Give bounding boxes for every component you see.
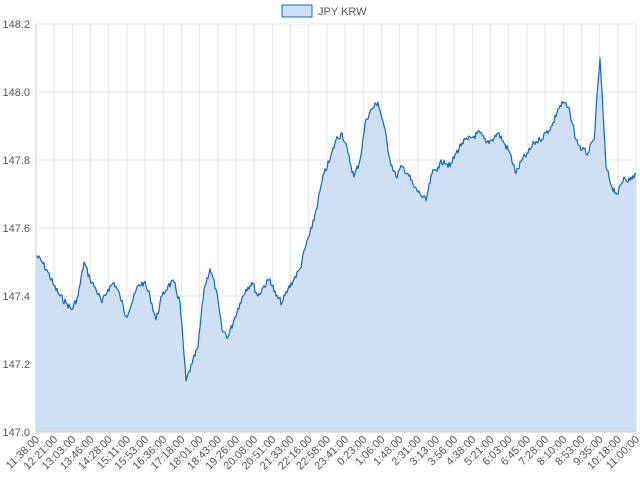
- series-line-group: [35, 57, 636, 382]
- y-tick-label: 148.2: [2, 19, 30, 31]
- y-tick-label: 147.0: [2, 427, 30, 439]
- y-tick-label: 148.0: [2, 87, 30, 99]
- series-area: [36, 58, 636, 432]
- y-tick-label: 147.4: [2, 291, 30, 303]
- legend[interactable]: JPY KRW: [281, 4, 367, 18]
- y-tick-label: 147.8: [2, 155, 30, 167]
- x-axis: 11:38:0012:21:0013:03:0013:46:0014:28:00…: [4, 431, 640, 472]
- legend-swatch: [281, 4, 313, 18]
- series-line: [35, 57, 636, 382]
- y-axis: 147.0 147.2 147.4 147.6 147.8 148.0 148.2: [2, 19, 37, 439]
- y-tick-label: 147.6: [2, 223, 30, 235]
- y-tick-label: 147.2: [2, 359, 30, 371]
- legend-label: JPY KRW: [318, 6, 367, 18]
- series-area-fill: [36, 58, 636, 432]
